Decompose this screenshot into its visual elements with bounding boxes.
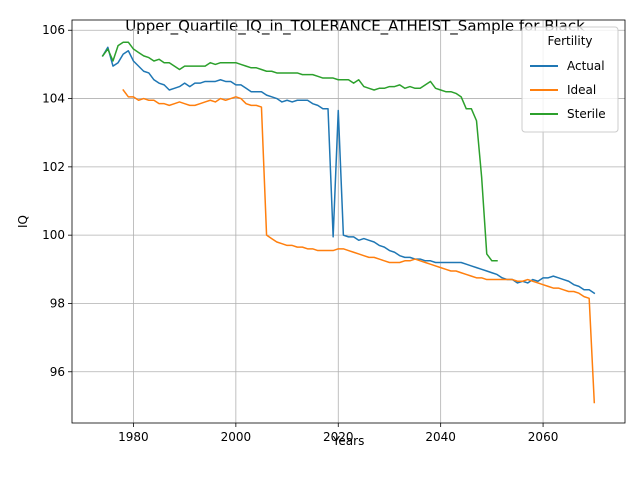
legend-label-ideal: Ideal bbox=[567, 83, 596, 97]
y-tick-label: 98 bbox=[50, 296, 65, 310]
legend-box bbox=[521, 26, 619, 133]
x-tick-label: 1980 bbox=[118, 430, 149, 444]
series-line-sterile bbox=[101, 41, 498, 262]
y-tick-label: 100 bbox=[42, 228, 65, 242]
legend-label-sterile: Sterile bbox=[567, 107, 606, 121]
x-tick-label: 2000 bbox=[221, 430, 252, 444]
grid-lines bbox=[72, 20, 625, 423]
series-line-ideal bbox=[122, 88, 596, 404]
x-axis-ticks: 1980 2000 2020 2040 2060 bbox=[118, 423, 558, 444]
y-tick-label: 104 bbox=[42, 92, 65, 106]
y-tick-label: 106 bbox=[42, 23, 65, 37]
x-tick-label: 2020 bbox=[323, 430, 354, 444]
y-tick-label: 96 bbox=[50, 365, 65, 379]
chart-title: Upper_Quartile_IQ_in_TOLERANCE_ATHEIST_S… bbox=[125, 17, 585, 36]
legend: Fertility Actual Ideal Sterile bbox=[521, 26, 619, 133]
x-tick-label: 2060 bbox=[528, 430, 559, 444]
legend-label-actual: Actual bbox=[567, 59, 605, 73]
y-axis-ticks: 96 98 100 102 104 106 bbox=[42, 23, 72, 379]
x-tick-label: 2040 bbox=[425, 430, 456, 444]
y-axis-label: IQ bbox=[16, 215, 30, 228]
plot-frame bbox=[71, 19, 626, 424]
y-tick-label: 102 bbox=[42, 160, 65, 174]
x-axis-label: Years bbox=[332, 434, 365, 448]
series-layer bbox=[101, 41, 596, 404]
legend-title: Fertility bbox=[547, 34, 592, 48]
